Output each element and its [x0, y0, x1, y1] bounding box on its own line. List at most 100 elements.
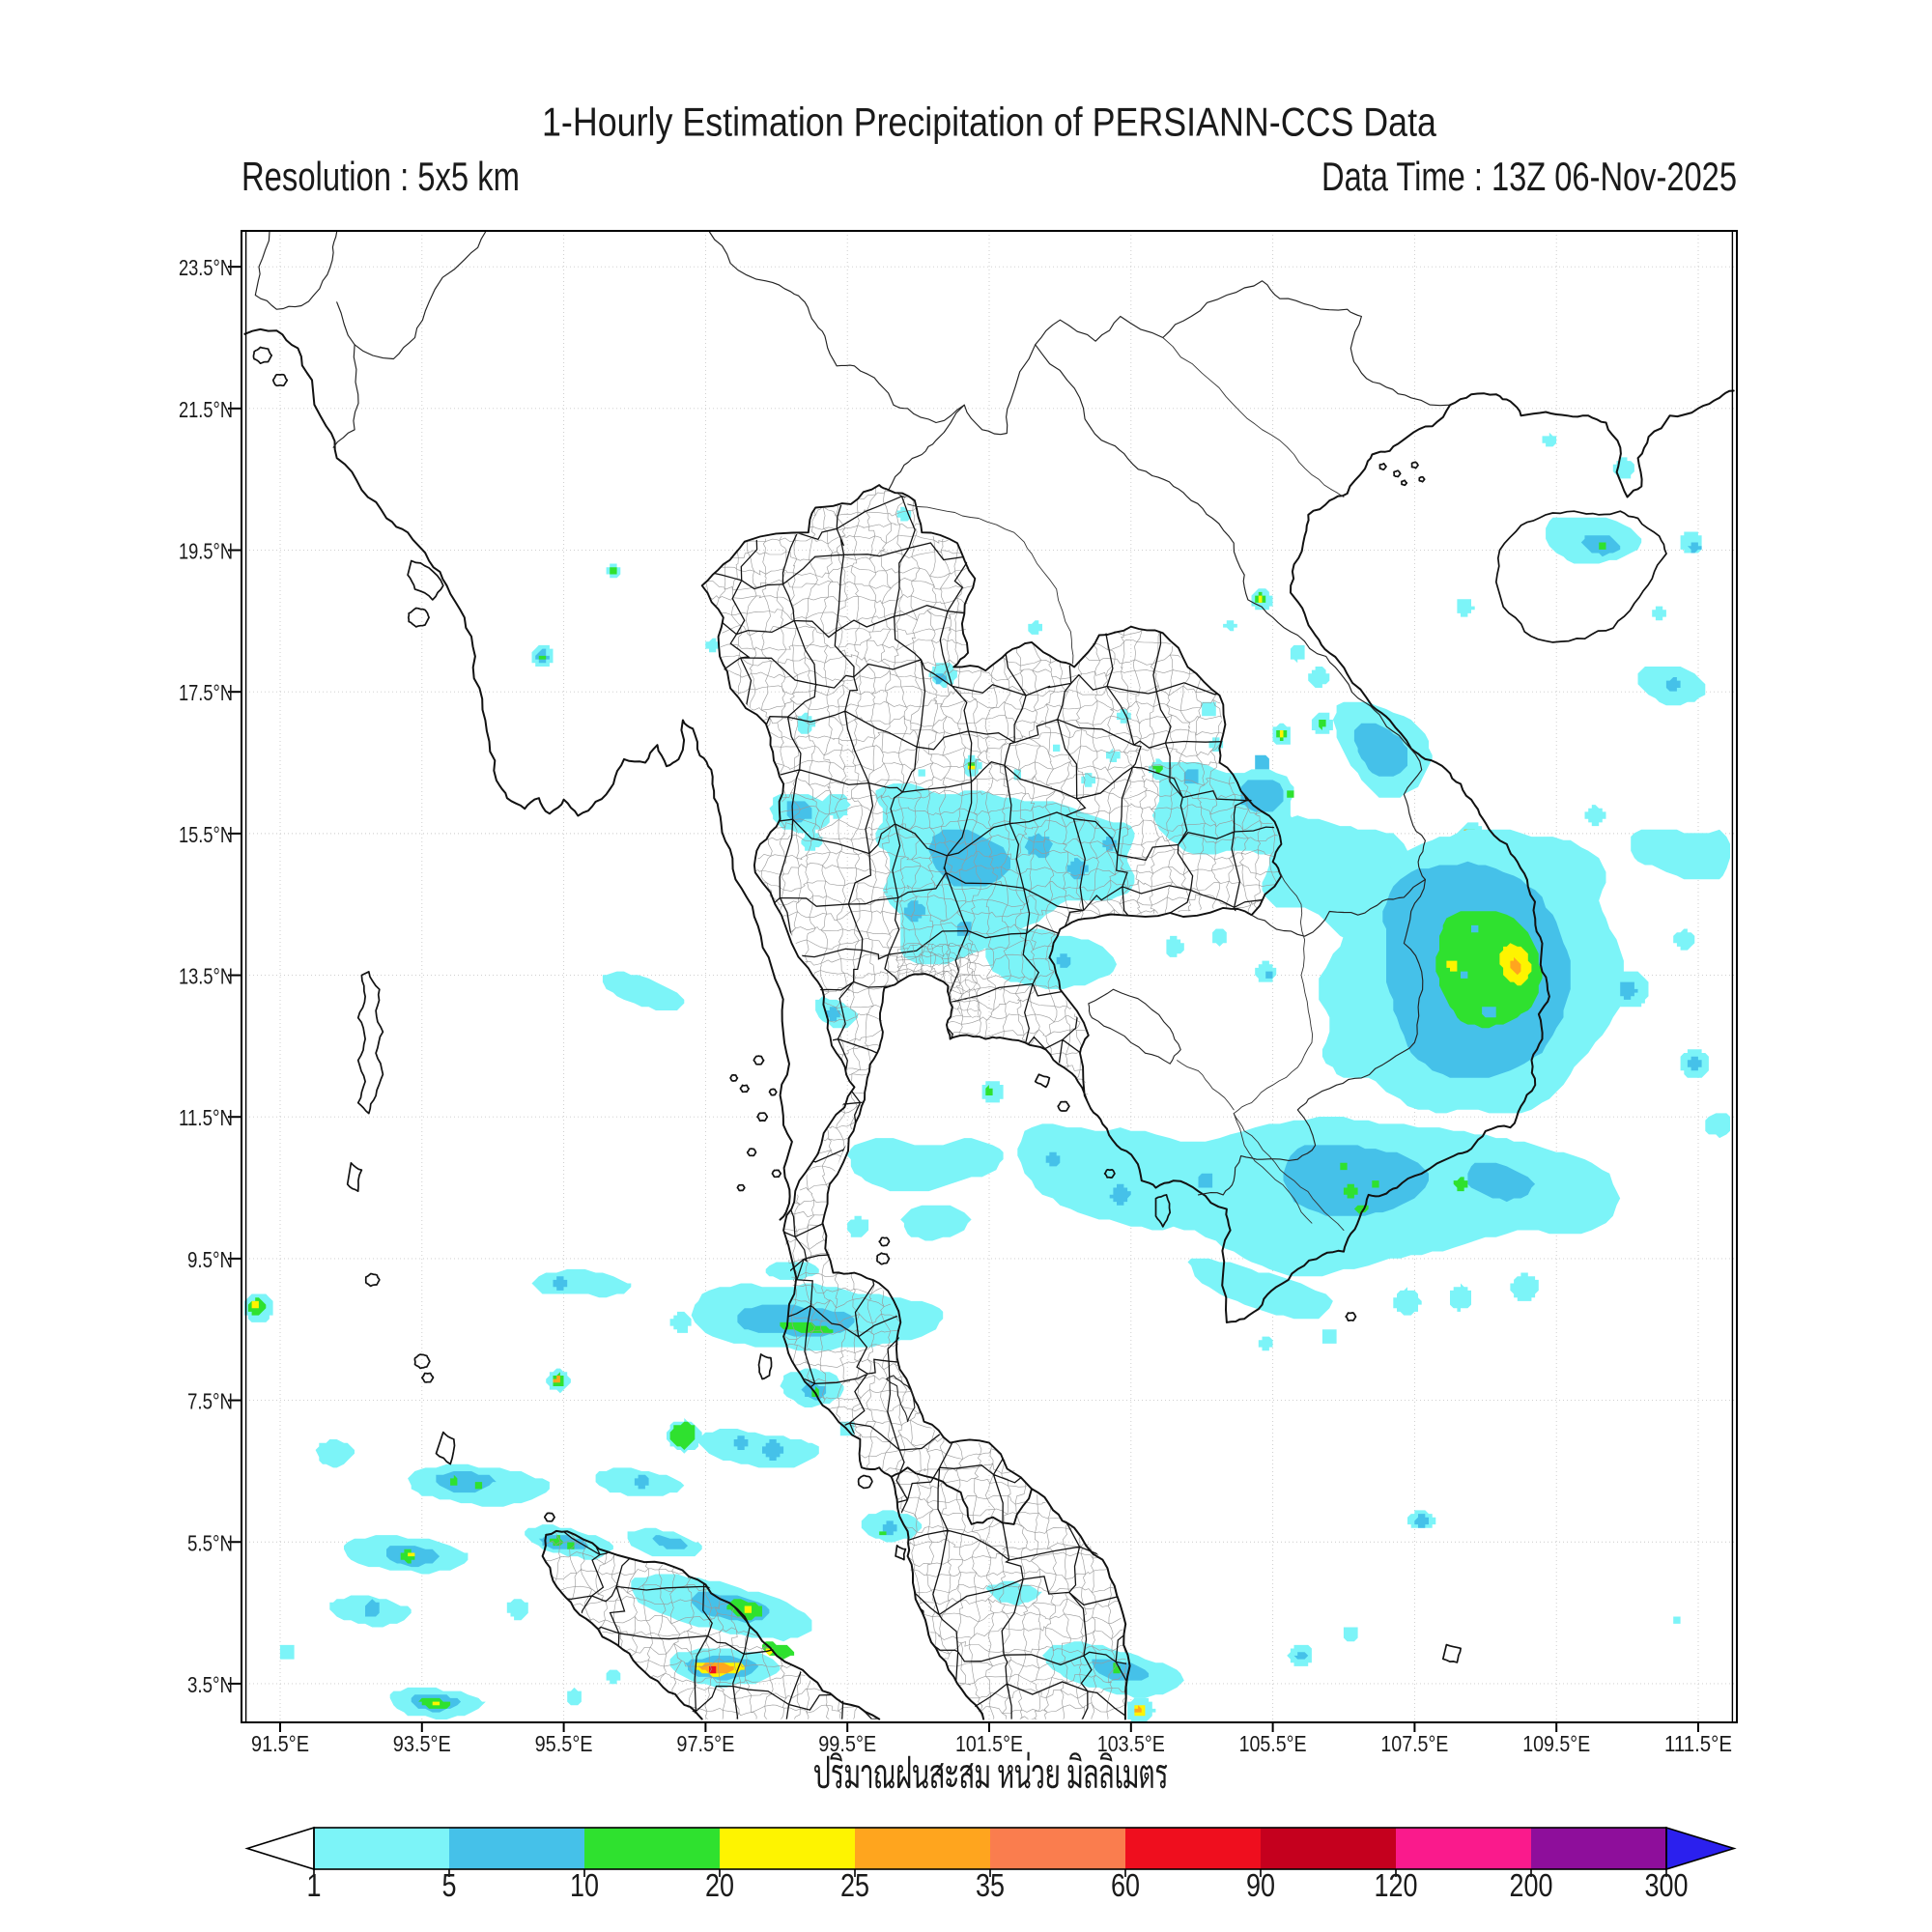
y-tick-label: 9.5°N: [187, 1247, 233, 1272]
x-tick-label: 97.5°E: [676, 1731, 734, 1756]
axis-tick-labels: 91.5°E 93.5°E 95.5°E 97.5°E 99.5°E 101.5°E 103…: [179, 255, 1732, 1756]
island: [768, 1088, 778, 1096]
colorbar-tick-label: 35: [976, 1867, 1005, 1903]
colorbar-segment: [1125, 1828, 1261, 1869]
precip-blob: [1321, 1329, 1337, 1344]
lake-tonle_sap: [1088, 988, 1181, 1065]
island: [739, 1084, 751, 1094]
precip-blob: [932, 673, 947, 685]
precip-blob: [1045, 1151, 1061, 1167]
precip-blob: [506, 1599, 528, 1621]
island: [420, 1372, 435, 1383]
precip-blob: [1102, 837, 1117, 851]
coastlines-borders-layer: [243, 230, 1735, 1720]
island: [1034, 1073, 1051, 1089]
precip-blob: [900, 1205, 972, 1241]
precip-blob: [1446, 960, 1458, 972]
precip-blob: [408, 1552, 415, 1557]
precip-blob: [1258, 1336, 1273, 1351]
precip-blob: [531, 1268, 632, 1298]
resolution-label: Resolution : 5x5 km: [242, 154, 520, 199]
precip-blob: [1340, 1162, 1348, 1171]
precip-blob: [1353, 723, 1407, 777]
border-bgd_mmr: [332, 301, 359, 448]
island: [1494, 510, 1667, 643]
precip-blob: [1258, 595, 1263, 603]
precip-blob: [1081, 773, 1095, 787]
colorbar: 1 5 10 20 25 35 60 90 120 200 300: [244, 1826, 1737, 1903]
precip-blob: [1510, 956, 1521, 976]
precip-blob: [762, 1439, 784, 1461]
precip-blob: [1183, 769, 1199, 784]
precip-blob: [567, 1542, 575, 1549]
precip-blob: [1673, 1616, 1681, 1624]
precip-blob: [567, 1687, 582, 1706]
precip-blob: [896, 506, 912, 522]
coastline-cambodia_gulf: [1090, 1107, 1232, 1323]
precip-blob: [765, 1262, 819, 1280]
precip-blob: [1283, 1145, 1429, 1216]
colorbar-tick-label: 5: [442, 1867, 457, 1903]
border-khm_vnm: [1197, 878, 1426, 1196]
island: [771, 1169, 782, 1179]
precip-blob: [1471, 924, 1479, 933]
border-lao_khm: [1251, 878, 1426, 937]
coastline-sumatra_w: [541, 1533, 703, 1720]
precip-blob: [1223, 620, 1237, 632]
precip-blob: [553, 1276, 568, 1291]
colorbar-segment: [990, 1828, 1125, 1869]
colorbar-tick-label: 25: [840, 1867, 869, 1903]
precip-blob: [1482, 1007, 1496, 1018]
island: [1401, 479, 1408, 487]
precip-blob: [1293, 1648, 1309, 1660]
island: [1410, 461, 1419, 469]
x-tick-label: 111.5°E: [1664, 1731, 1732, 1756]
island: [736, 1183, 746, 1192]
precip-blob: [251, 1300, 259, 1309]
island: [729, 1073, 739, 1082]
coastline-malaysia_e: [1031, 1488, 1131, 1720]
x-tick-label: 105.5°E: [1239, 1731, 1307, 1756]
river-mekong_khm: [1233, 871, 1345, 1232]
y-tick-label: 23.5°N: [179, 255, 233, 280]
datatime-label: Data Time : 13Z 06-Nov-2025: [1321, 154, 1737, 199]
precip-blob: [1652, 606, 1666, 621]
river-tonlesap_riv: [1177, 1060, 1235, 1111]
precip-blob: [1435, 911, 1543, 1029]
y-tick-label: 19.5°N: [179, 539, 233, 564]
y-tick-label: 17.5°N: [179, 680, 233, 705]
precip-blob: [538, 652, 547, 660]
figure-title: 1-Hourly Estimation Precipitation of PER…: [542, 99, 1437, 145]
y-tick-label: 7.5°N: [187, 1389, 233, 1414]
precip-blob: [474, 1482, 483, 1490]
island: [1103, 1169, 1116, 1179]
precip-blob: [1620, 981, 1638, 1000]
colorbar-tick-label: 120: [1375, 1867, 1418, 1903]
colorbar-under-arrow: [244, 1826, 315, 1871]
precip-blob: [1308, 667, 1330, 688]
precip-blob: [602, 971, 685, 1010]
island: [252, 346, 273, 365]
island: [753, 1055, 765, 1065]
precip-blob: [538, 1535, 589, 1549]
precip-blob: [1687, 1056, 1702, 1071]
precip-blob: [1255, 754, 1269, 770]
precip-blob: [1631, 829, 1730, 880]
island: [356, 971, 384, 1115]
precip-blob: [610, 567, 617, 575]
island: [435, 1431, 456, 1465]
precip-blob: [1151, 765, 1163, 774]
island: [346, 1162, 363, 1193]
precip-blob: [1166, 935, 1184, 957]
colorbar-tick-label: 60: [1111, 1867, 1140, 1903]
precip-blob: [1599, 542, 1606, 550]
precip-blob: [1198, 1173, 1213, 1188]
precip-blob: [400, 1548, 415, 1564]
precip-blob: [1687, 542, 1702, 554]
precip-blob: [606, 1669, 621, 1685]
precip-blob: [553, 1376, 560, 1383]
x-tick-label: 95.5°E: [535, 1731, 593, 1756]
precip-blob: [365, 1599, 380, 1617]
